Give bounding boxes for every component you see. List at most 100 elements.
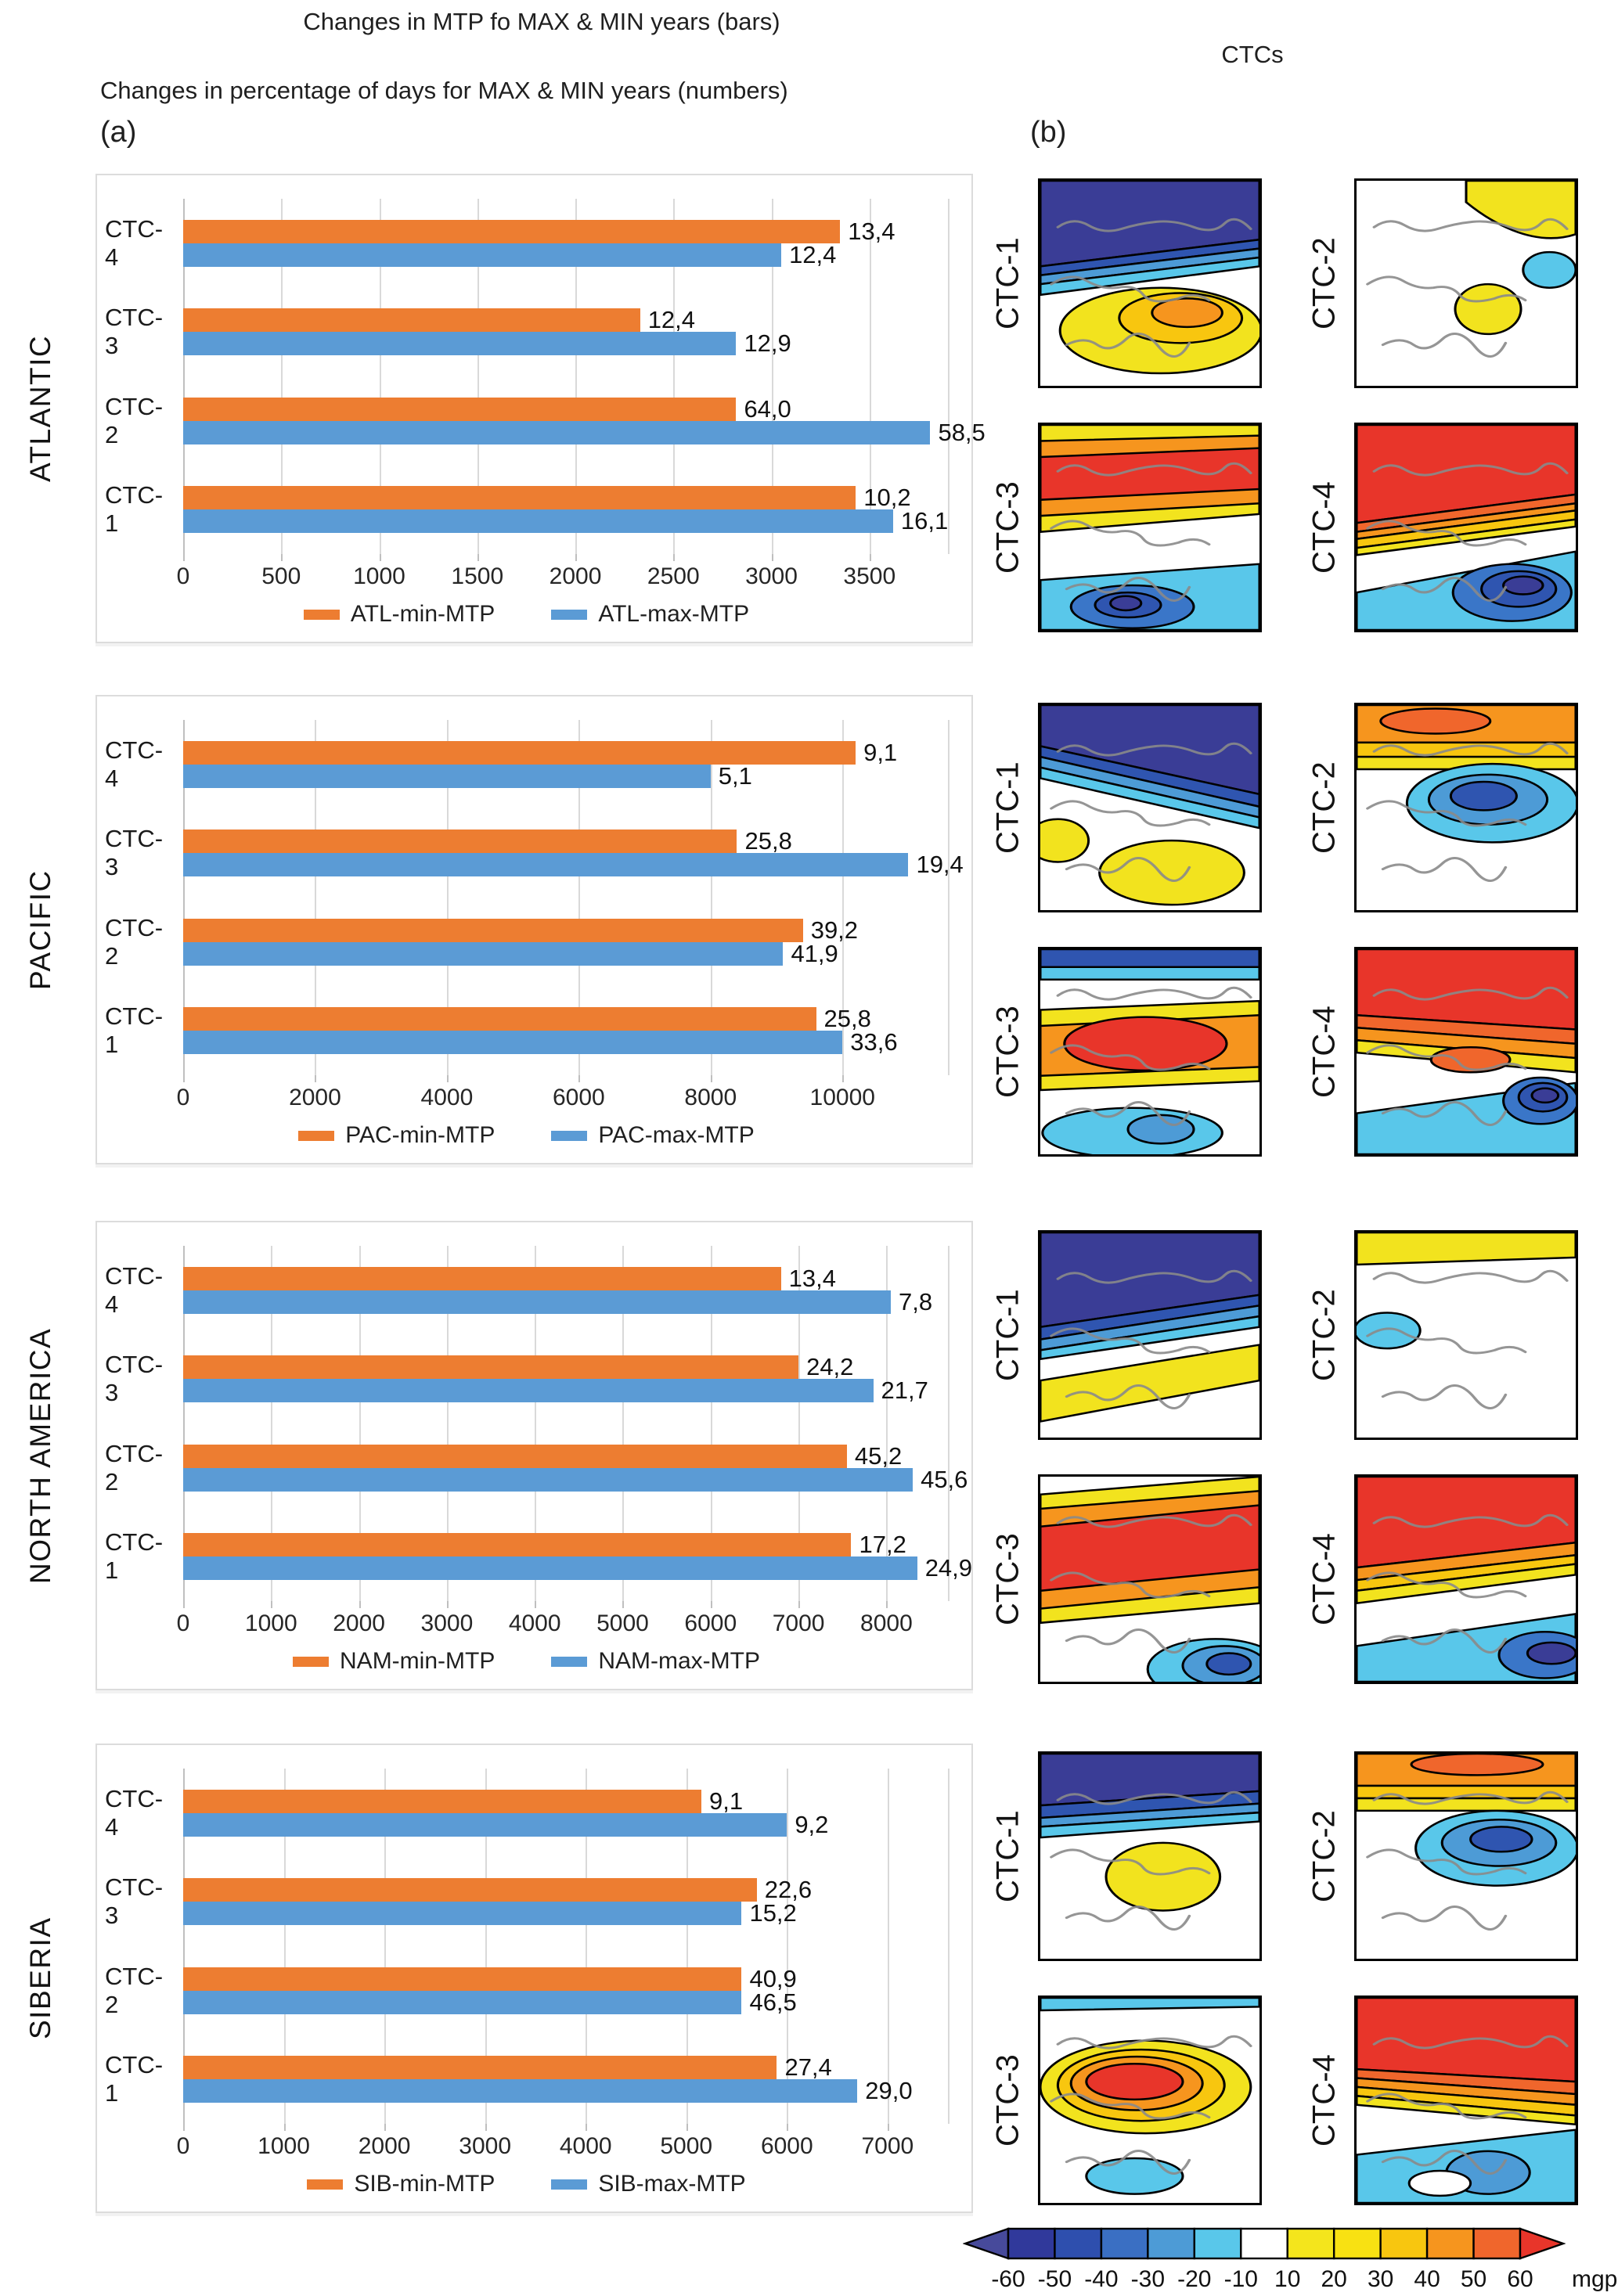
map-panel-label: CTC-3 [990,2054,1025,2147]
axis-tick-mark [271,1601,273,1608]
coastline [1056,986,1252,1001]
bar-value-label: 40,9 [749,1964,797,1992]
contour-region [1357,1312,1422,1350]
coastline [1050,1571,1211,1599]
gridline [869,199,871,554]
bar-group: 13,4 12,4 [183,199,948,288]
gridline [281,199,283,554]
bar-value-label: 41,9 [791,939,838,967]
coastline [1056,742,1252,757]
axis-tick-label: 5000 [596,1610,649,1636]
contour-region [1040,1294,1259,1341]
bar-max-mtp: 9,2 [183,1811,828,1838]
bar-groups: 9,1 5,1 25,8 19,4 39,2 41,9 25,8 33,6 [183,720,964,1075]
chart-legend: ATL-min-MTP ATL-max-MTP [105,592,948,637]
axis-tick-label: 6000 [552,1085,605,1110]
panel-a-tag: (a) [100,116,137,149]
axis-tick-label: 5000 [660,2133,713,2159]
coastline [1381,2150,1508,2175]
contour-region [1357,1542,1576,1582]
colorbar-tick-label: -20 [1177,2266,1212,2292]
axis-tick-label: 0 [176,1610,190,1636]
axis-tick-label: 3500 [843,563,896,589]
legend-item-min: PAC-min-MTP [298,1122,495,1149]
axis-tick-mark [446,1075,449,1082]
contour-map [1040,1233,1259,1438]
coastline [1366,1571,1527,1599]
bar-max-mtp: 24,9 [183,1554,972,1582]
bar-min-mtp: 27,4 [183,2053,832,2081]
map-panel-label: CTC-4 [1306,481,1342,574]
map-panel-ctc-2 [1354,703,1578,912]
contour-region [1040,238,1259,277]
contour-region [1063,1016,1228,1072]
axis-tick-label: 0 [176,1085,190,1110]
bar-max-mtp: 58,5 [183,419,986,446]
bar-max-mtp: 19,4 [183,851,964,878]
colorbar-segment [1332,2227,1382,2260]
category-axis: CTC-4 CTC-3 CTC-2 CTC-1 [105,1769,183,2124]
gridline [787,1769,789,2124]
coastline [1065,1384,1191,1409]
axis-tick-label: 1000 [353,563,405,589]
colorbar-tick-label: -40 [1084,2266,1119,2292]
legend-label-min: NAM-min-MTP [340,1648,495,1674]
legend-item-min: ATL-min-MTP [303,601,495,628]
gridline [842,720,845,1075]
gridline [183,199,185,554]
gridline [710,1246,712,1601]
map-panel-ctc-2 [1354,1230,1578,1440]
axis-tick-mark [477,554,479,561]
category-label: CTC-4 [105,1261,164,1318]
map-panel-ctc-4 [1354,1474,1578,1684]
axis-tick-mark [283,2124,286,2131]
bar-value-label: 9,1 [863,738,898,766]
axis-tick-label: 1500 [451,563,504,589]
axis-tick-mark [869,554,871,561]
bar-min-mtp: 13,4 [183,218,895,245]
bar-value-label: 27,4 [784,2053,832,2082]
axis-tick-label: 3000 [420,1610,474,1636]
category-label: CTC-1 [105,2051,164,2107]
axis-tick-label: 1000 [258,2133,310,2159]
gridline [887,1769,889,2124]
legend-label-min: PAC-min-MTP [345,1122,495,1148]
axis-tick-mark [710,1075,712,1082]
legend-label-max: SIB-max-MTP [598,2171,746,2197]
plot-area: 9,1 9,2 22,6 15,2 40,9 46,5 27,4 29,0 [183,1769,950,2124]
bar-value-label: 33,6 [850,1028,898,1056]
bar-min-mtp: 25,8 [183,827,792,855]
ctc-maps-atlantic: CTC-1 CTC-2 CTC-3 CTC-4 [978,178,1589,632]
plot-area: 13,4 12,4 12,4 12,9 64,0 58,5 10,2 16,1 [183,199,986,554]
bar-min-mtp: 17,2 [183,1531,906,1558]
axis-tick-label: 7000 [772,1610,825,1636]
map-panel-label: CTC-1 [990,237,1025,329]
coastline [1366,800,1527,827]
contour-map [1357,1477,1576,1682]
x-axis: 0 1000 2000 3000 4000 5000 6000 7000 8000 [177,1601,948,1639]
bar-value-label: 45,2 [854,1441,903,1470]
gridline [771,199,773,554]
contour-region [1040,1811,1259,1839]
colorbar-tick-label: -60 [991,2266,1025,2292]
contour-region [1109,595,1143,612]
bar-max-mtp: 29,0 [183,2077,913,2104]
ctc-maps-pacific: CTC-1 CTC-2 CTC-3 CTC-4 [978,703,1589,1157]
category-label: CTC-3 [105,1351,164,1407]
colorbar-svg [963,2227,1566,2260]
coastline [1056,462,1252,477]
legend-item-max: NAM-max-MTP [551,1648,760,1675]
bar-chart-pacific: CTC-4 CTC-3 CTC-2 CTC-1 9,1 5,1 25,8 19,4 39,2 4… [95,695,973,1164]
category-label: CTC-3 [105,1873,164,1930]
axis-tick-label: 6000 [760,2133,813,2159]
coastline [1381,857,1508,882]
contour-region [1357,1563,1576,1605]
bar-max-mtp: 45,6 [183,1466,968,1493]
colorbar-segment [1054,2227,1103,2260]
gridline [948,720,950,1075]
legend-swatch-min [293,1656,330,1667]
gridline [315,720,317,1075]
category-label: CTC-1 [105,1528,164,1585]
bar-value-label: 9,2 [795,1810,829,1838]
